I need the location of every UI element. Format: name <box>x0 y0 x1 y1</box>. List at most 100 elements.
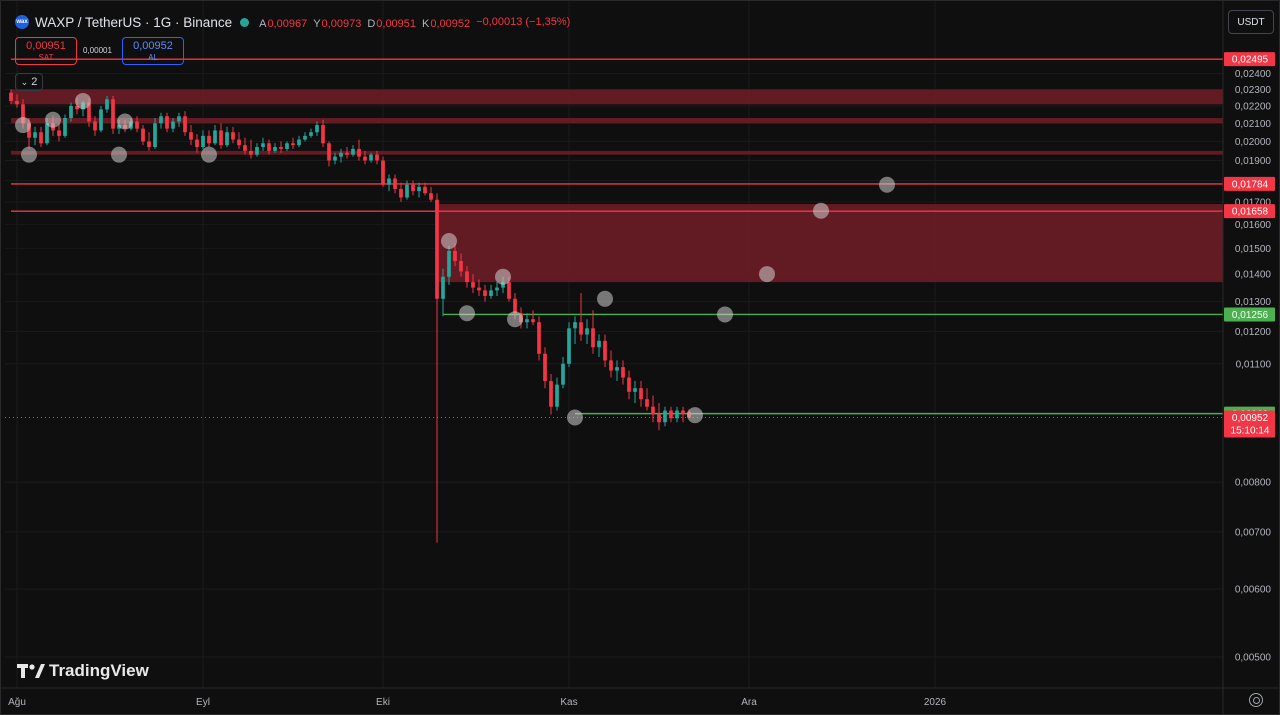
support-price-label: 0,01256 <box>1232 310 1269 321</box>
sell-button[interactable]: 0,00951 SAT <box>15 37 77 65</box>
price-change: −0,00013 (−1,35%) <box>476 16 571 28</box>
candle-body <box>249 150 253 155</box>
y-tick-label: 0,00500 <box>1235 652 1272 663</box>
marker-circle <box>45 111 61 128</box>
resistance-zone <box>11 118 1223 124</box>
candle-body <box>165 116 169 129</box>
candle-body <box>435 199 439 299</box>
candle-body <box>339 152 343 157</box>
candle-body <box>201 135 205 148</box>
buy-button[interactable]: 0,00952 AL <box>122 37 184 65</box>
gear-icon[interactable] <box>1249 693 1263 707</box>
candle-body <box>609 360 613 371</box>
marker-circle <box>759 266 775 283</box>
candle-body <box>663 410 667 423</box>
candle-body <box>303 135 307 140</box>
candle-body <box>627 377 631 392</box>
candle-body <box>363 156 367 161</box>
x-tick-label: Ağu <box>8 697 26 708</box>
candle-body <box>273 147 277 151</box>
candle-body <box>645 399 649 407</box>
resistance-price-label: 0,01784 <box>1232 179 1269 190</box>
marker-circle <box>21 146 37 163</box>
candle-body <box>537 322 541 354</box>
y-tick-label: 0,02300 <box>1235 85 1272 96</box>
candle-body <box>447 250 451 277</box>
tradingview-logo[interactable]: TradingView <box>17 660 149 682</box>
candle-body <box>195 139 199 148</box>
marker-circle <box>495 268 511 285</box>
x-tick-label: Ara <box>741 697 757 708</box>
candle-body <box>639 388 643 400</box>
marker-circle <box>507 311 523 328</box>
candle-body <box>75 105 79 110</box>
current-price-label-bg <box>1224 410 1275 438</box>
candle-body <box>93 121 97 131</box>
spread-value: 0,00001 <box>83 46 112 55</box>
candle-body <box>525 319 529 323</box>
ohlc-key: D <box>367 17 376 30</box>
candle-body <box>171 121 175 129</box>
candle-body <box>63 118 67 136</box>
candle-body <box>477 287 481 291</box>
candle-body <box>153 123 157 148</box>
y-tick-label: 0,02400 <box>1235 69 1272 80</box>
marker-circle <box>597 290 613 307</box>
candle-body <box>15 100 19 105</box>
y-tick-label: 0,01900 <box>1235 156 1272 167</box>
marker-circle <box>813 202 829 219</box>
candle-body <box>465 271 469 283</box>
marker-circle <box>567 409 583 426</box>
y-tick-label: 0,02000 <box>1235 137 1272 148</box>
resistance-zone <box>11 89 1223 105</box>
candle-body <box>411 184 415 192</box>
y-tick-label: 0,01400 <box>1235 270 1272 281</box>
candle-body <box>105 99 109 110</box>
current-price-label: 0,00952 <box>1232 413 1269 424</box>
marker-circle <box>201 146 217 163</box>
wax-logo-icon: wax <box>15 15 29 29</box>
y-tick-label: 0,01100 <box>1236 359 1272 370</box>
candle-body <box>33 132 37 138</box>
candle-body <box>57 130 61 136</box>
candle-body <box>267 143 271 151</box>
resistance-zone <box>11 150 1223 155</box>
candle-body <box>651 406 655 415</box>
candle-body <box>567 328 571 364</box>
currency-selector[interactable]: USDT <box>1228 10 1274 34</box>
x-tick-label: Eki <box>376 697 390 708</box>
candle-body <box>657 414 661 423</box>
candle-body <box>321 125 325 144</box>
candle-body <box>579 322 583 335</box>
symbol-title[interactable]: WAXP / TetherUS · 1G · Binance <box>35 14 233 30</box>
candle-body <box>399 188 403 198</box>
indicators-collapse-button[interactable]: ⌄ 2 <box>15 73 43 91</box>
y-tick-label: 0,01500 <box>1235 244 1272 255</box>
candle-body <box>387 178 391 185</box>
candle-body <box>423 186 427 194</box>
candle-body <box>87 102 91 122</box>
candle-body <box>573 322 577 329</box>
candle-body <box>393 178 397 189</box>
candle-body <box>21 104 25 124</box>
marker-circle <box>717 306 733 323</box>
sell-price: 0,00951 <box>26 40 66 52</box>
candle-body <box>615 367 619 371</box>
ohlc-key: K <box>422 17 430 30</box>
candle-body <box>309 132 313 136</box>
candle-body <box>345 152 349 155</box>
candle-body <box>507 282 511 299</box>
candle-body <box>543 353 547 382</box>
candle-body <box>111 99 115 129</box>
candle-body <box>549 381 553 407</box>
candle-body <box>159 116 163 124</box>
candle-body <box>495 287 499 291</box>
x-tick-label: Kas <box>560 697 577 708</box>
candle-body <box>279 147 283 149</box>
sell-label: SAT <box>38 53 54 62</box>
y-tick-label: 0,01700 <box>1235 197 1272 208</box>
candle-body <box>357 148 361 157</box>
y-tick-label: 0,02200 <box>1235 101 1272 112</box>
